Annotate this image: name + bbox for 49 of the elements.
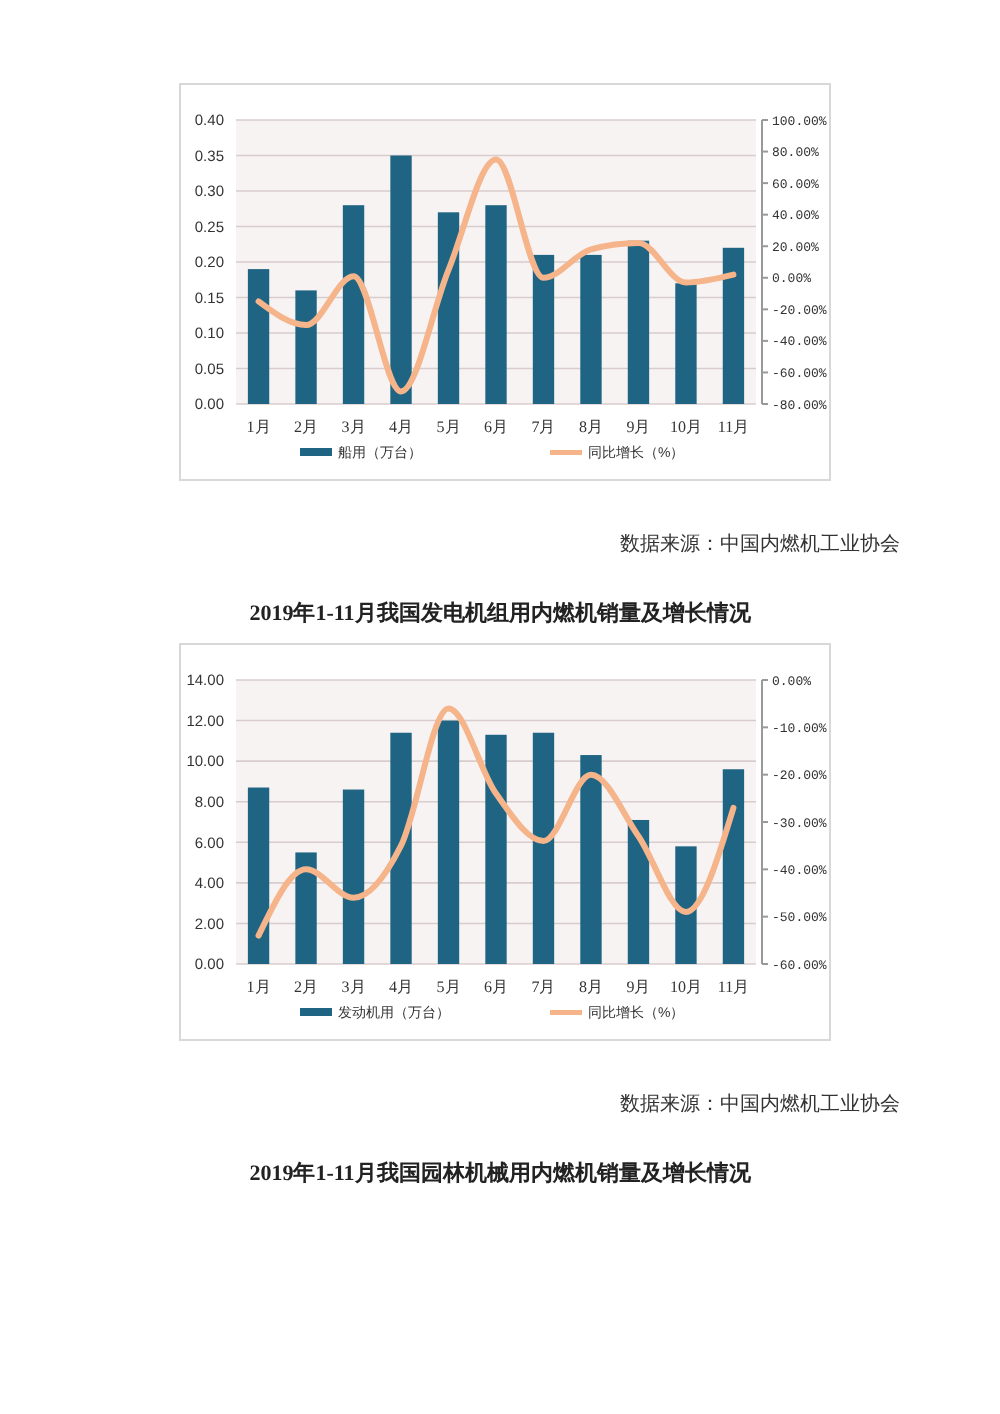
- chart-title: 2019年1-11月我国发电机组用内燃机销量及增长情况: [249, 600, 753, 626]
- source-note: 数据来源：中国内燃机工业协会: [620, 532, 900, 556]
- bar: [627, 240, 650, 404]
- x-tick-label: 1月: [246, 978, 271, 996]
- bar: [580, 254, 602, 404]
- bar: [485, 205, 507, 404]
- bar: [532, 254, 555, 404]
- x-tick-label: 11月: [717, 978, 750, 996]
- bar: [342, 205, 365, 404]
- bar: [247, 269, 270, 404]
- x-tick-label: 5月: [436, 978, 461, 996]
- x-tick-label: 9月: [626, 418, 651, 436]
- bar: [722, 769, 745, 964]
- bar: [675, 846, 697, 964]
- source-note: 数据来源：中国内燃机工业协会: [620, 1092, 900, 1116]
- x-tick-label: 7月: [531, 418, 556, 436]
- bar: [295, 290, 317, 404]
- bar: [390, 155, 412, 404]
- line-series: [255, 705, 737, 939]
- x-tick-label: 6月: [484, 978, 508, 996]
- x-tick-label: 9月: [626, 978, 651, 996]
- x-tick-label: 2月: [294, 978, 319, 996]
- x-tick-label: 8月: [578, 418, 603, 436]
- x-tick-label: 11月: [717, 418, 750, 436]
- bar: [722, 247, 745, 404]
- x-tick-label: 4月: [389, 418, 414, 436]
- text: 2019年1-11月我国园林机械用内燃机销量及增长情况: [249, 1160, 753, 1186]
- bar: [295, 852, 317, 964]
- line-series: [255, 156, 737, 395]
- x-tick-label: 3月: [341, 418, 366, 436]
- x-tick-label: 2月: [294, 418, 319, 436]
- bar: [532, 732, 555, 964]
- bar: [342, 789, 365, 964]
- bar: [247, 787, 270, 964]
- x-tick-label: 1月: [246, 418, 271, 436]
- x-tick-label: 10月: [669, 978, 702, 996]
- bar: [437, 720, 460, 964]
- x-tick-label: 3月: [341, 978, 366, 996]
- x-tick-label: 5月: [436, 418, 461, 436]
- bar: [580, 755, 602, 964]
- bar: [627, 819, 650, 964]
- bar: [675, 283, 697, 404]
- x-tick-label: 4月: [389, 978, 414, 996]
- bar: [485, 734, 507, 964]
- x-tick-label: 8月: [578, 978, 603, 996]
- x-tick-label: 10月: [669, 418, 702, 436]
- x-tick-label: 6月: [484, 418, 508, 436]
- x-tick-label: 7月: [531, 978, 556, 996]
- bar: [390, 732, 412, 964]
